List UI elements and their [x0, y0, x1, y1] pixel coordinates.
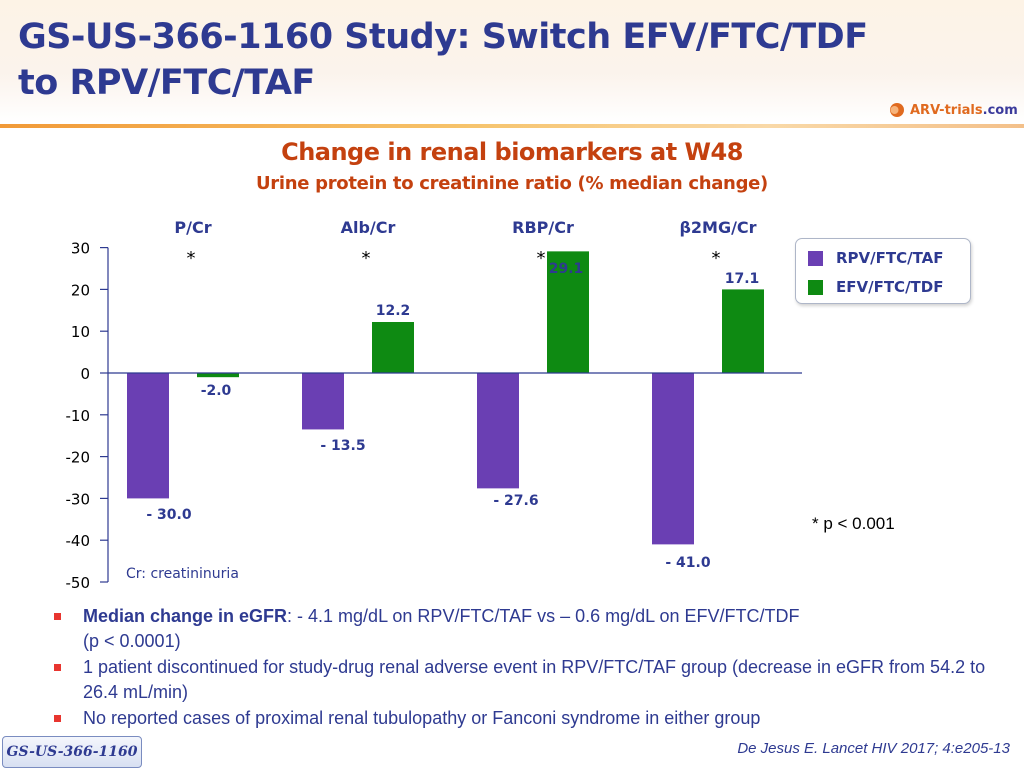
significance-star: * [537, 248, 546, 269]
legend-swatch-efv [808, 279, 823, 295]
bar-rpv [127, 373, 169, 499]
chart-footnote: Cr: creatininuria [126, 566, 239, 582]
legend-label-rpv: RPV/FTC/TAF [836, 249, 944, 267]
reference-citation: De Jesus E. Lancet HIV 2017; 4:e205-13 [737, 740, 1010, 757]
data-label-rpv: - 41.0 [665, 555, 710, 571]
study-tag: GS-US-366-1160 [2, 736, 142, 768]
chart-subtitle: Urine protein to creatinine ratio (% med… [255, 173, 768, 194]
category-label: β2MG/Cr [679, 218, 756, 237]
data-label-efv: 12.2 [376, 303, 411, 319]
bullet-item: Median change in eGFR: - 4.1 mg/dL on RP… [50, 604, 990, 654]
bar-rpv [302, 373, 344, 430]
bar-efv [722, 289, 764, 373]
significance-star: * [712, 248, 721, 269]
y-tick-label: -20 [66, 449, 91, 467]
bar-chart: 30 20 10 0 -10 -20 -30 -40 -50 P/Cr * Alb/Cr * RBP/Cr… [66, 218, 802, 592]
data-label-rpv: - 30.0 [146, 507, 191, 523]
y-tick-label: -30 [66, 490, 91, 508]
page-title: GS-US-366-1160 Study: Switch EFV/FTC/TDF… [18, 14, 878, 106]
bar-rpv [477, 373, 519, 489]
category-label: RBP/Cr [512, 218, 574, 237]
arv-trials-logo: ARV-trials.com [888, 98, 1018, 122]
y-tick-label: 20 [71, 281, 90, 299]
chart-title: Change in renal biomarkers at W48 [281, 138, 743, 166]
data-label-efv: -2.0 [201, 383, 232, 399]
y-tick-label: -40 [66, 532, 91, 550]
significance-star: * [362, 248, 371, 269]
chart-legend: RPV/FTC/TAF EFV/FTC/TDF [795, 238, 971, 304]
page-title-line-2: to RPV/FTC/TAF [18, 63, 315, 103]
data-label-efv: 29.1 [549, 261, 584, 277]
data-label-efv: 17.1 [725, 271, 760, 287]
y-tick-label: 0 [80, 365, 90, 383]
bar-rpv [652, 373, 694, 545]
y-tick-label: -50 [66, 574, 91, 592]
legend-label-efv: EFV/FTC/TDF [836, 278, 944, 296]
y-tick-label: 10 [71, 323, 90, 341]
bar-efv [197, 373, 239, 378]
y-tick-label: -10 [66, 407, 91, 425]
header-background [0, 0, 1024, 122]
bullet-item: No reported cases of proximal renal tubu… [50, 706, 990, 731]
bullet-item: 1 patient discontinued for study-drug re… [50, 655, 990, 705]
bullet-list: Median change in eGFR: - 4.1 mg/dL on RP… [50, 604, 990, 732]
legend-item-rpv: RPV/FTC/TAF [808, 247, 944, 269]
legend-swatch-rpv [808, 250, 823, 266]
data-label-rpv: - 13.5 [320, 438, 365, 454]
bar-efv [547, 251, 589, 373]
logo-mark-icon [890, 103, 904, 117]
category-label: Alb/Cr [341, 218, 396, 237]
bar-efv [372, 322, 414, 373]
significance-star: * [187, 248, 196, 269]
data-label-rpv: - 27.6 [493, 493, 538, 509]
p-value-note: * p < 0.001 [812, 514, 895, 533]
y-tick-label: 30 [71, 240, 90, 258]
legend-item-efv: EFV/FTC/TDF [808, 276, 943, 298]
logo-text: ARV-trials.com [910, 102, 1018, 118]
header-divider [0, 124, 1024, 128]
page-title-line-1: GS-US-366-1160 Study: Switch EFV/FTC/TDF [18, 17, 868, 57]
category-label: P/Cr [174, 218, 211, 237]
